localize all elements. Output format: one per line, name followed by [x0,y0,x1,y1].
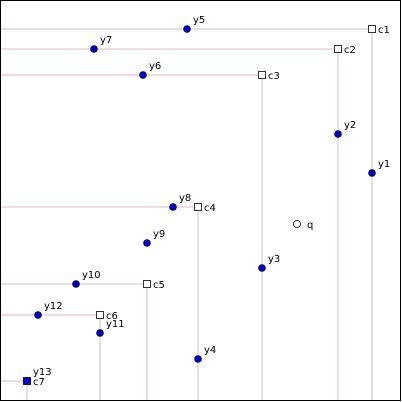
point-label: y12 [44,301,63,312]
point-label: y2 [344,120,356,131]
corner-label: c7 [33,377,45,388]
point-label: y10 [82,270,101,281]
point [34,311,42,319]
corner-label: c3 [268,71,280,82]
corner-label: c2 [344,45,356,56]
corner-square [143,280,151,288]
point [139,71,147,79]
point [143,239,151,247]
point-label: y9 [153,229,165,240]
point [72,280,80,288]
corner-label: c6 [106,311,118,322]
corner-square [194,203,202,211]
corner-square [368,25,376,33]
point-label: y11 [106,319,125,330]
corner-square [334,45,342,53]
corner-label: c5 [153,280,165,291]
point [334,130,342,138]
corner-square [23,377,31,385]
point [368,169,376,177]
point [194,355,202,363]
point [90,45,98,53]
corner-square [96,311,104,319]
point [169,203,177,211]
point-label: y3 [268,254,280,265]
point-label: y7 [100,35,112,46]
point-label: y4 [204,345,216,356]
point [258,264,266,272]
query-label: q [307,220,313,231]
corner-label: c4 [204,203,216,214]
corner-square [258,71,266,79]
guide-lines [1,28,373,400]
point-label: y1 [378,159,390,170]
corner-label: c1 [378,25,390,36]
point [183,25,191,33]
point [96,329,104,337]
point-label: y13 [33,367,52,378]
query-point [293,220,301,228]
markers: y1 y2 y3 y4 y5 y6 y7 y8 y9 y10 y11 y12 y13 c1 c2 c3 c4 c5… [23,15,390,388]
point-label: y5 [193,15,205,26]
point-label: y6 [149,61,161,72]
point-label: y8 [179,193,191,204]
